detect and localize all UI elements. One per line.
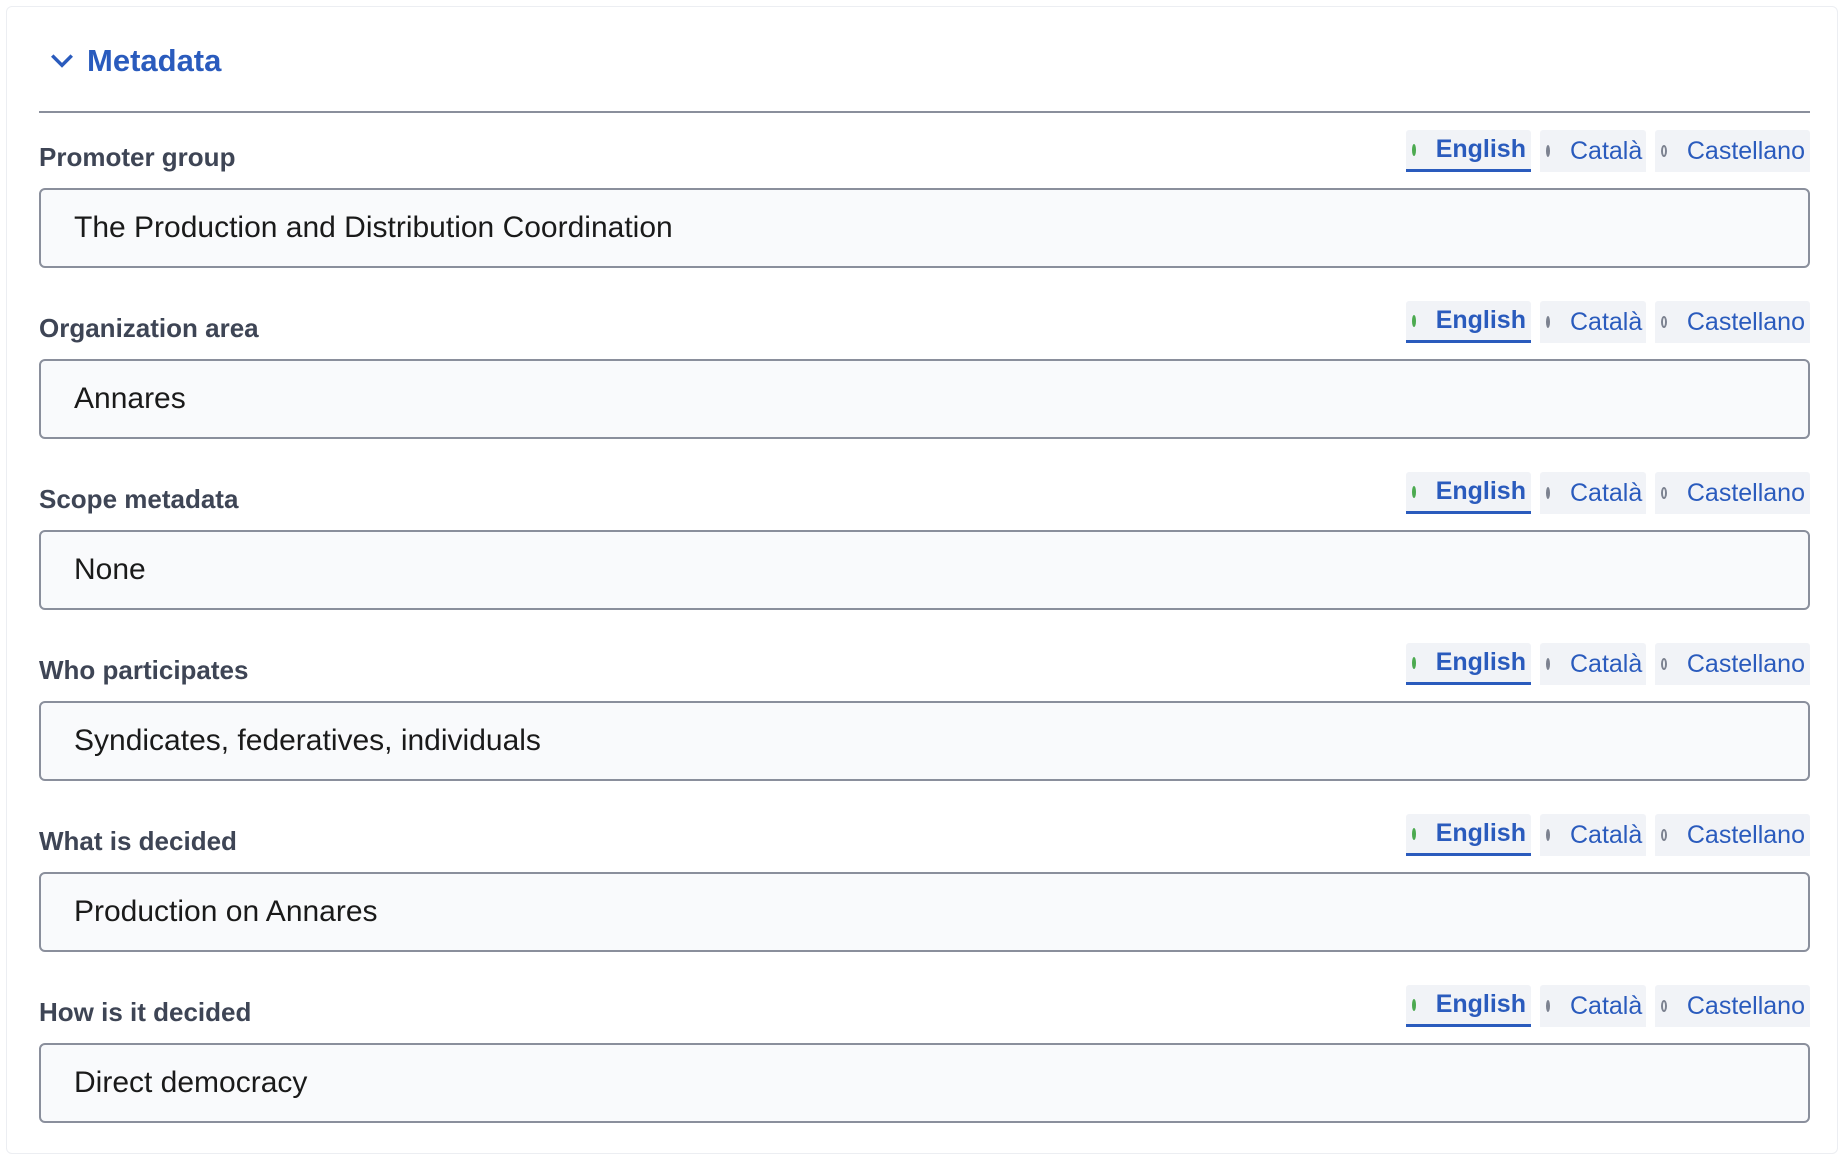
language-tab[interactable]: English	[1406, 472, 1531, 514]
radio-circle-icon	[1661, 316, 1667, 328]
language-tabs: English Català Castellano	[1406, 130, 1810, 172]
language-label: Català	[1570, 478, 1643, 507]
language-label: Castellano	[1686, 820, 1805, 849]
radio-circle-icon	[1661, 829, 1667, 841]
field-row: Organization area English Català Castell…	[39, 301, 1810, 441]
language-tabs: English Català Castellano	[1406, 814, 1810, 856]
active-dot-icon	[1412, 485, 1416, 498]
radio-circle-icon	[1661, 658, 1667, 670]
radio-circle-icon	[1661, 487, 1667, 499]
metadata-card: Metadata	[6, 6, 1838, 1154]
radio-circle-icon	[1546, 316, 1550, 328]
language-tab[interactable]: Castellano	[1655, 301, 1810, 343]
field-row: Promoter group English Català Castellano…	[39, 130, 1810, 270]
field-label: How is it decided	[39, 997, 252, 1027]
language-tab[interactable]: Català	[1540, 301, 1646, 343]
language-label: English	[1435, 990, 1526, 1018]
language-label: English	[1435, 306, 1526, 334]
language-tabs: English Català Castellano	[1406, 643, 1810, 685]
language-tab[interactable]: English	[1406, 301, 1531, 343]
radio-circle-icon	[1546, 487, 1550, 499]
language-label: Castellano	[1686, 136, 1805, 165]
language-label: English	[1435, 819, 1526, 847]
language-tab[interactable]: English	[1406, 985, 1531, 1027]
radio-circle-icon	[1546, 829, 1550, 841]
radio-circle-icon	[1546, 658, 1550, 670]
field-label: Promoter group	[39, 142, 236, 172]
language-tab[interactable]: Castellano	[1655, 814, 1810, 856]
section-title: Metadata	[87, 43, 222, 78]
active-dot-icon	[1412, 656, 1416, 669]
language-tab[interactable]: English	[1406, 814, 1531, 856]
field-row: Who participates English Català Castella…	[39, 643, 1810, 783]
language-tabs: English Català Castellano	[1406, 301, 1810, 343]
field-input[interactable]: Syndicates, federatives, individuals	[39, 701, 1810, 781]
language-label: Català	[1570, 820, 1643, 849]
field-label: Who participates	[39, 655, 249, 685]
language-label: Català	[1570, 991, 1643, 1020]
language-tabs: English Català Castellano	[1406, 472, 1810, 514]
language-tab[interactable]: English	[1406, 130, 1531, 172]
radio-circle-icon	[1661, 1000, 1667, 1012]
field-row: What is decided English Català Castellan…	[39, 814, 1810, 954]
radio-circle-icon	[1546, 1000, 1550, 1012]
active-dot-icon	[1412, 998, 1416, 1011]
active-dot-icon	[1412, 827, 1416, 840]
language-label: Castellano	[1686, 478, 1805, 507]
language-label: English	[1435, 648, 1526, 676]
language-tab[interactable]: Castellano	[1655, 472, 1810, 514]
language-tab[interactable]: Castellano	[1655, 643, 1810, 685]
language-label: Castellano	[1686, 307, 1805, 336]
field-input[interactable]: Production on Annares	[39, 872, 1810, 952]
chevron-down-icon	[51, 54, 73, 68]
field-label: What is decided	[39, 826, 237, 856]
field-input[interactable]: The Production and Distribution Coordina…	[39, 188, 1810, 268]
language-label: Castellano	[1686, 649, 1805, 678]
language-tab[interactable]: Català	[1540, 130, 1646, 172]
language-label: Castellano	[1686, 991, 1805, 1020]
language-tabs: English Català Castellano	[1406, 985, 1810, 1027]
language-label: English	[1435, 135, 1526, 163]
field-label: Organization area	[39, 313, 259, 343]
field-input[interactable]: None	[39, 530, 1810, 610]
field-row: How is it decided English Català Castell…	[39, 985, 1810, 1125]
language-label: Català	[1570, 649, 1643, 678]
language-tab[interactable]: Català	[1540, 643, 1646, 685]
divider	[39, 111, 1810, 113]
language-tab[interactable]: Català	[1540, 985, 1646, 1027]
active-dot-icon	[1412, 314, 1416, 327]
language-label: Català	[1570, 136, 1643, 165]
language-tab[interactable]: Castellano	[1655, 130, 1810, 172]
field-input[interactable]: Annares	[39, 359, 1810, 439]
field-row: Scope metadata English Català Castellano…	[39, 472, 1810, 612]
radio-circle-icon	[1661, 145, 1667, 157]
field-label: Scope metadata	[39, 484, 239, 514]
language-label: Català	[1570, 307, 1643, 336]
metadata-toggle[interactable]: Metadata	[49, 43, 221, 79]
language-tab[interactable]: Català	[1540, 472, 1646, 514]
language-tab[interactable]: Castellano	[1655, 985, 1810, 1027]
language-label: English	[1435, 477, 1526, 505]
active-dot-icon	[1412, 143, 1416, 156]
language-tab[interactable]: Català	[1540, 814, 1646, 856]
field-input[interactable]: Direct democracy	[39, 1043, 1810, 1123]
radio-circle-icon	[1546, 145, 1550, 157]
language-tab[interactable]: English	[1406, 643, 1531, 685]
